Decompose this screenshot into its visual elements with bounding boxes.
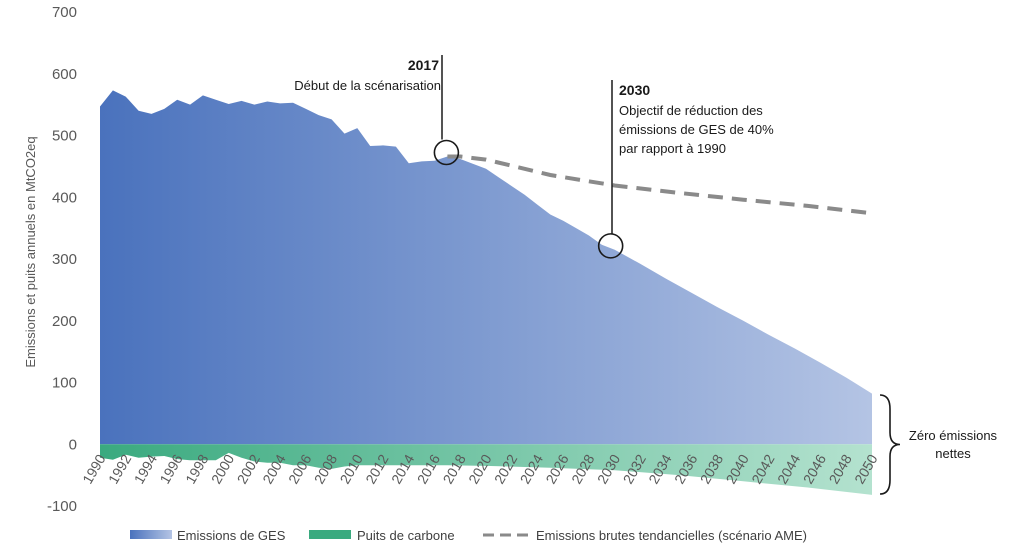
- legend-label: Emissions brutes tendancielles (scénario…: [536, 528, 807, 543]
- annotation-2017-circle: [433, 139, 460, 166]
- y-tick-label: 0: [69, 436, 77, 453]
- y-tick-label: 700: [52, 4, 77, 21]
- y-tick-label: 600: [52, 66, 77, 83]
- legend-label: Puits de carbone: [357, 528, 455, 543]
- series-area-puits-carbone: [100, 444, 872, 495]
- annotation-2030-text: émissions de GES de 40%: [619, 122, 774, 137]
- annotation-2017-title: 2017: [408, 57, 439, 73]
- y-tick-label: 200: [52, 313, 77, 330]
- annotation-2030-circle: [597, 233, 624, 259]
- net-zero-label: Zéro émissions: [909, 428, 998, 443]
- net-zero-brace: [879, 394, 901, 495]
- annotation-2030-text: Objectif de réduction des: [619, 103, 763, 118]
- y-tick-label: 400: [52, 189, 77, 206]
- y-axis-label: Emissions et puits annuels en MtCO2eq: [23, 136, 38, 367]
- y-tick-label: 500: [52, 128, 77, 145]
- y-tick-label: -100: [47, 498, 77, 515]
- legend-swatch-puits: [309, 530, 351, 539]
- series-area-emissions-ges: [100, 90, 872, 445]
- legend-swatch-ges: [130, 530, 172, 539]
- y-tick-label: 100: [52, 375, 77, 392]
- series-line-ame: [447, 154, 873, 216]
- annotation-2030-text: par rapport à 1990: [619, 141, 726, 156]
- y-tick-label: 300: [52, 251, 77, 268]
- net-zero-label: nettes: [935, 446, 971, 461]
- annotation-2017-text: Début de la scénarisation: [294, 78, 441, 93]
- annotation-2030-title: 2030: [619, 82, 650, 98]
- legend-label: Emissions de GES: [177, 528, 286, 543]
